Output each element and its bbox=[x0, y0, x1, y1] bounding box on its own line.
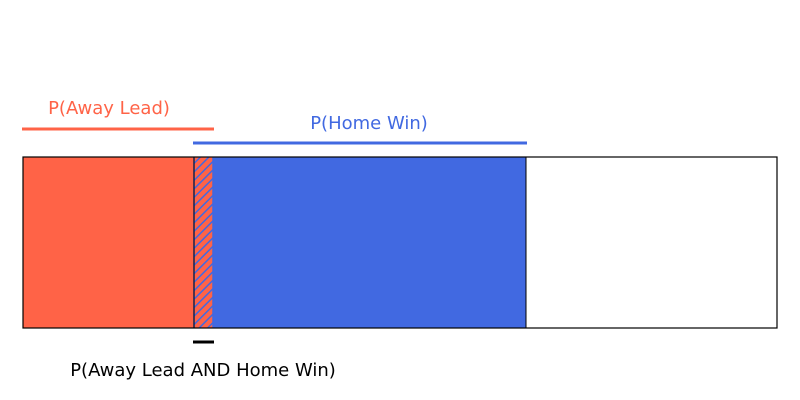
home-win-segment bbox=[213, 157, 526, 328]
away-lead-segment bbox=[23, 157, 194, 328]
overlap-label: P(Away Lead AND Home Win) bbox=[70, 360, 336, 381]
overlap-segment bbox=[194, 157, 213, 328]
away-lead-label: P(Away Lead) bbox=[48, 98, 170, 119]
home-win-label: P(Home Win) bbox=[310, 113, 428, 134]
sample-space-bar bbox=[22, 156, 778, 329]
